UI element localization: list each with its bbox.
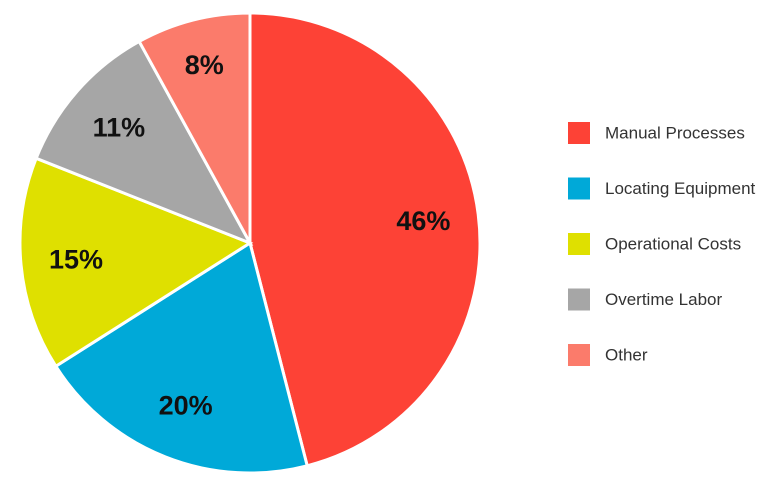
pie-slice	[248, 11, 482, 468]
value-label: 11%	[93, 112, 146, 142]
legend-swatch	[568, 233, 590, 255]
pie-slice	[34, 39, 254, 246]
legend-label: Overtime Labor	[605, 290, 722, 309]
value-label: 15%	[49, 244, 103, 274]
pie-slice	[137, 11, 252, 244]
legend-swatch	[568, 122, 590, 144]
value-label: 46%	[396, 206, 450, 236]
pie-slice	[53, 240, 310, 475]
legend-label: Manual Processes	[605, 124, 745, 143]
value-label: 8%	[185, 50, 224, 80]
legend-swatch	[568, 344, 590, 366]
pie-slice	[18, 156, 254, 369]
legend-label: Locating Equipment	[605, 179, 756, 198]
legend-swatch	[568, 177, 590, 200]
legend-label: Operational Costs	[605, 235, 741, 254]
legend-swatch	[568, 288, 590, 311]
legend-label: Other	[605, 346, 648, 365]
value-label: 20%	[159, 391, 213, 421]
